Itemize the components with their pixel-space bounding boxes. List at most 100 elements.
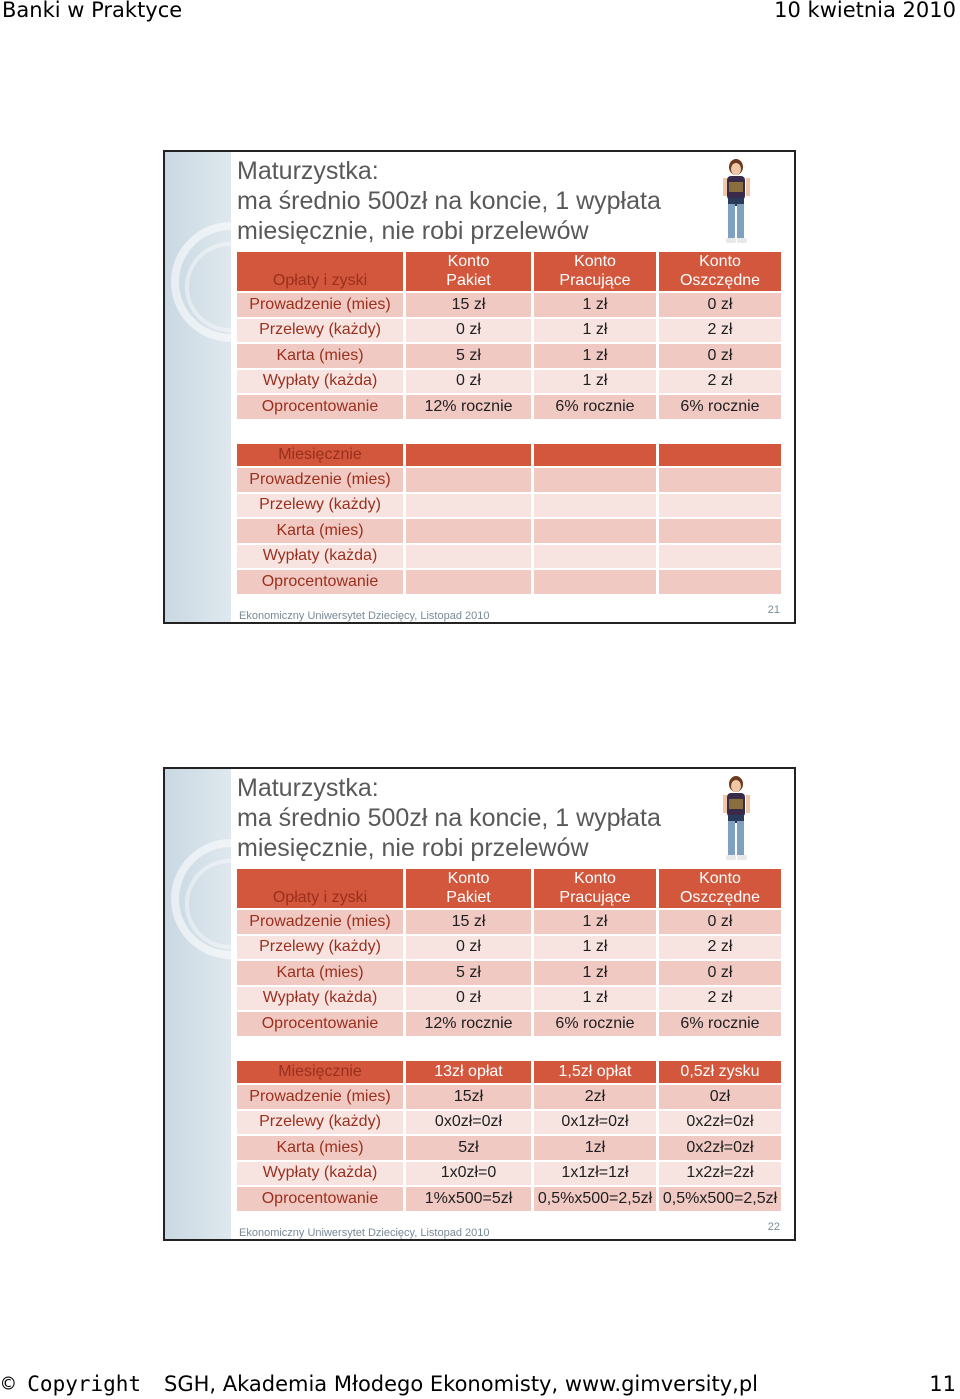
table-cell: 12% rocznie xyxy=(406,1012,534,1036)
table-cell: 1x1zł=1zł xyxy=(534,1161,659,1185)
table-cell xyxy=(659,570,781,594)
header-line: Pracujące xyxy=(559,889,631,906)
table-cell: 0 zł xyxy=(406,318,534,342)
table-cell: Karta (mies) xyxy=(237,961,406,985)
table-cell: 0 zł xyxy=(659,961,781,985)
slide-number: 22 xyxy=(767,1221,780,1233)
table-row: Oprocentowanie 12% rocznie 6% rocznie 6% ro… xyxy=(237,395,781,419)
table-row: Karta (mies) 5 zł 1 zł 0 zł xyxy=(237,961,781,985)
slide-title-line: miesięcznie, nie robi przelewów xyxy=(237,834,589,862)
document-header-date: 10 kwietnia 2010 xyxy=(774,0,956,22)
table-cell: Oprocentowanie xyxy=(237,395,406,419)
table-row: Karta (mies) 5zł 1zł 0x2zł=0zł xyxy=(237,1136,781,1160)
table-row: Przelewy (każdy) xyxy=(237,493,781,517)
table-cell xyxy=(406,570,534,594)
table-cell: 5zł xyxy=(406,1136,534,1160)
header-line: Konto xyxy=(574,870,616,887)
table-header-cell: Miesięcznie xyxy=(237,1061,406,1083)
table-cell: 1x0zł=0 xyxy=(406,1161,534,1185)
table-row: Przelewy (każdy) 0x0zł=0zł 0x1zł=0zł 0x2zł=… xyxy=(237,1110,781,1134)
table-cell: Oprocentowanie xyxy=(237,1012,406,1036)
header-line: Konto xyxy=(574,253,616,270)
header-line: Pakiet xyxy=(446,272,491,289)
slide-title-line: Maturzystka: xyxy=(237,157,379,185)
slide-title-line: Maturzystka: xyxy=(237,774,379,802)
table-cell: 6% rocznie xyxy=(534,1012,659,1036)
table-cell xyxy=(406,544,534,568)
table-cell: 15 zł xyxy=(406,910,534,934)
slide-title: Maturzystka: ma średnio 500zł na koncie, … xyxy=(237,773,707,863)
table-row: Przelewy (każdy) 0 zł 1 zł 2 zł xyxy=(237,935,781,959)
slide: Maturzystka: ma średnio 500zł na koncie, … xyxy=(163,150,796,624)
table-cell: 1 zł xyxy=(534,961,659,985)
table-cell: 1 zł xyxy=(534,293,659,317)
header-line: Oszczędne xyxy=(679,272,761,289)
table-cell: Oprocentowanie xyxy=(237,570,406,594)
table-cell: 0,5%x500=2,5zł xyxy=(534,1187,659,1211)
table-cell: 0 zł xyxy=(406,369,534,393)
table-header-row: Opłaty i zyski Konto Pakiet Konto Pracujące K… xyxy=(237,252,781,291)
table-header-cell: Konto Oszczędne xyxy=(659,869,781,908)
table-cell: Karta (mies) xyxy=(237,344,406,368)
header-line: Pracujące xyxy=(559,272,631,289)
table-cell xyxy=(659,493,781,517)
table-cell: 0x2zł=0zł xyxy=(659,1110,781,1134)
page-number: 11 xyxy=(929,1372,956,1396)
table-cell xyxy=(406,468,534,492)
table-header-cell: Konto Pakiet xyxy=(406,252,534,291)
table-cell: Wypłaty (każda) xyxy=(237,986,406,1010)
table-header-cell: 0,5zł zysku xyxy=(659,1061,781,1083)
table-row: Oprocentowanie 1%x500=5zł 0,5%x500=2,5zł 0,… xyxy=(237,1187,781,1211)
organization-label: SGH, Akademia Młodego Ekonomisty, www.gi… xyxy=(164,1372,758,1396)
table-cell: 2 zł xyxy=(659,935,781,959)
table-header-cell xyxy=(534,444,659,466)
student-girl-illustration xyxy=(723,776,750,860)
table-cell: 1 zł xyxy=(534,986,659,1010)
table-cell: 0 zł xyxy=(406,986,534,1010)
table-cell: 2 zł xyxy=(659,318,781,342)
table-cell: Wypłaty (każda) xyxy=(237,1161,406,1185)
table-row: Karta (mies) xyxy=(237,519,781,543)
table-row: Prowadzenie (mies) xyxy=(237,468,781,492)
table-cell: 2zł xyxy=(534,1085,659,1109)
table-header-cell xyxy=(659,444,781,466)
header-line: Opłaty i zyski xyxy=(272,889,368,906)
table-cell: Przelewy (każdy) xyxy=(237,493,406,517)
table-header-cell: Konto Pracujące xyxy=(534,252,659,291)
table-cell: 15zł xyxy=(406,1085,534,1109)
table-header-cell xyxy=(406,444,534,466)
table-cell: 1 zł xyxy=(534,910,659,934)
table-row: Oprocentowanie xyxy=(237,570,781,594)
table-header-cell: 13zł opłat xyxy=(406,1061,534,1083)
table-row: Wypłaty (każda) 0 zł 1 zł 2 zł xyxy=(237,369,781,393)
table-cell: 0,5%x500=2,5zł xyxy=(659,1187,781,1211)
table-cell: Przelewy (każdy) xyxy=(237,935,406,959)
table-cell: 6% rocznie xyxy=(659,1012,781,1036)
document-header-title: Banki w Praktyce xyxy=(2,0,183,22)
table-cell xyxy=(534,570,659,594)
table-row: Wypłaty (każda) 1x0zł=0 1x1zł=1zł 1x2zł=2zł xyxy=(237,1161,781,1185)
table-header-cell: Opłaty i zyski xyxy=(237,869,406,908)
table-cell: 0 zł xyxy=(659,293,781,317)
table-cell: 0x2zł=0zł xyxy=(659,1136,781,1160)
table-cell: Prowadzenie (mies) xyxy=(237,910,406,934)
table-row: Karta (mies) 5 zł 1 zł 0 zł xyxy=(237,344,781,368)
table-cell: Przelewy (każdy) xyxy=(237,318,406,342)
header-line: Opłaty i zyski xyxy=(272,272,368,289)
table-cell: 12% rocznie xyxy=(406,395,534,419)
table-cell: 1zł xyxy=(534,1136,659,1160)
header-line: Konto xyxy=(447,870,490,887)
slide-footer: Ekonomiczny Uniwersytet Dziecięcy, Listo… xyxy=(239,610,490,622)
table-cell: Wypłaty (każda) xyxy=(237,369,406,393)
table-cell xyxy=(534,468,659,492)
table-cell: Prowadzenie (mies) xyxy=(237,293,406,317)
table-header-row: Miesięcznie xyxy=(237,444,781,466)
table-header-cell: 1,5zł opłat xyxy=(534,1061,659,1083)
table-cell xyxy=(659,544,781,568)
table-cell: 1x2zł=2zł xyxy=(659,1161,781,1185)
table-cell: 6% rocznie xyxy=(534,395,659,419)
table-cell: Karta (mies) xyxy=(237,519,406,543)
fees-table: Opłaty i zyski Konto Pakiet Konto Pracujące K… xyxy=(237,867,781,1038)
table-cell: 2 zł xyxy=(659,986,781,1010)
table-header-row: Opłaty i zyski Konto Pakiet Konto Pracujące K… xyxy=(237,869,781,908)
